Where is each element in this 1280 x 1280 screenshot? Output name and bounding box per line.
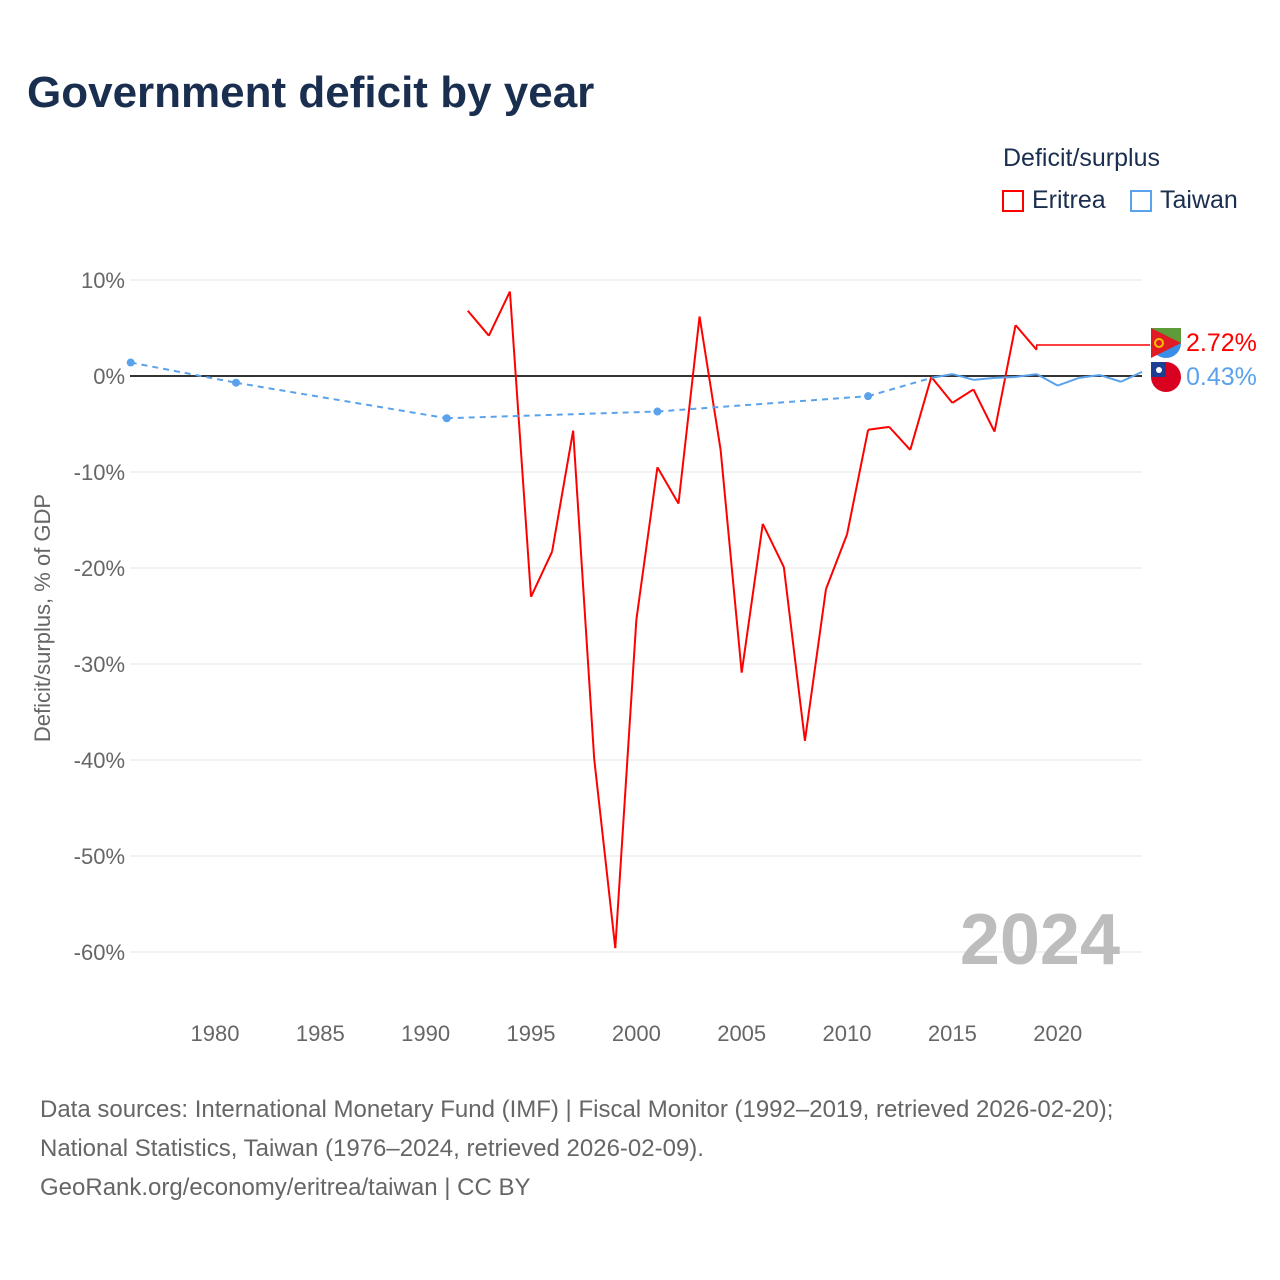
x-tick-label: 1985 — [296, 1021, 345, 1046]
line-segment — [867, 425, 890, 431]
x-tick-label: 2010 — [823, 1021, 872, 1046]
y-tick-label: -50% — [74, 844, 125, 869]
y-tick-label: -30% — [74, 652, 125, 677]
y-tick-label: -60% — [74, 940, 125, 965]
data-point[interactable] — [232, 378, 241, 387]
line-segment — [698, 316, 722, 451]
data-point[interactable] — [864, 392, 873, 401]
chart-title: Government deficit by year — [27, 68, 595, 117]
y-tick-label: 0% — [93, 364, 125, 389]
line-segment — [930, 376, 954, 404]
line-segment — [761, 523, 785, 568]
line-segment — [1099, 374, 1122, 383]
y-tick-label: -40% — [74, 748, 125, 773]
eritrea-flag-icon — [1151, 328, 1181, 358]
line-segment — [846, 429, 870, 535]
label-connector — [1035, 344, 1150, 350]
y-tick-label: -20% — [74, 556, 125, 581]
legend-title: Deficit/surplus — [1003, 144, 1160, 172]
series-eritrea — [467, 291, 1038, 949]
x-tick-label: 1990 — [401, 1021, 450, 1046]
legend-item-eritrea[interactable]: Eritrea — [1002, 186, 1106, 215]
y-tick-label: 10% — [81, 268, 125, 293]
legend-label: Taiwan — [1160, 186, 1238, 214]
line-segment — [657, 395, 869, 413]
line-segment — [530, 551, 553, 598]
line-segment — [130, 361, 237, 384]
line-segment — [952, 373, 974, 381]
x-tick-label: 1995 — [507, 1021, 556, 1046]
y-tick-label: -10% — [74, 460, 125, 485]
line-segment — [614, 619, 638, 949]
line-segment — [635, 467, 659, 620]
line-segment — [972, 388, 996, 433]
data-point[interactable] — [653, 407, 662, 416]
source-line: Data sources: International Monetary Fun… — [40, 1096, 1114, 1123]
x-tick-label: 2015 — [928, 1021, 977, 1046]
line-segment — [467, 310, 490, 337]
x-tick-label: 2005 — [717, 1021, 766, 1046]
line-segment — [487, 291, 511, 337]
data-point[interactable] — [442, 414, 451, 423]
x-tick-label: 2000 — [612, 1021, 661, 1046]
footer: Data sources: International Monetary Fun… — [40, 1090, 1113, 1207]
line-segment — [888, 426, 911, 451]
line-segment — [235, 381, 447, 420]
legend-item-taiwan[interactable]: Taiwan — [1130, 186, 1238, 215]
line-segment — [508, 291, 533, 597]
year-watermark: 2024 — [960, 900, 1120, 980]
x-tick-label: 1980 — [190, 1021, 239, 1046]
end-label-taiwan: 0.43% — [1186, 363, 1257, 391]
series-taiwan — [126, 358, 1143, 423]
line-segment — [677, 316, 701, 504]
line-segment — [951, 388, 974, 404]
line-segment — [1120, 370, 1143, 383]
line-segment — [719, 449, 743, 673]
legend-swatch-icon — [1130, 189, 1152, 212]
line-segment — [572, 430, 596, 760]
y-axis-label: Deficit/surplus, % of GDP — [30, 494, 55, 742]
line-segment — [1057, 376, 1080, 387]
line-segment — [973, 376, 995, 381]
legend-swatch-icon — [1002, 189, 1024, 212]
source-link[interactable]: GeoRank.org/economy/eritrea/taiwan | CC … — [40, 1174, 531, 1201]
line-segment — [909, 376, 933, 451]
line-segment — [1014, 324, 1038, 351]
legend-label: Eritrea — [1032, 186, 1106, 214]
line-segment — [593, 758, 617, 949]
line-segment — [1015, 373, 1037, 378]
line-segment — [1078, 374, 1100, 379]
line-segment — [825, 534, 848, 590]
line-segment — [867, 376, 932, 398]
line-segment — [446, 410, 658, 420]
line-segment — [1036, 373, 1059, 387]
line-segment — [803, 588, 827, 741]
end-label-eritrea: 2.72% — [1186, 329, 1257, 357]
data-point[interactable] — [126, 358, 135, 367]
source-line: National Statistics, Taiwan (1976–2024, … — [40, 1135, 704, 1162]
line-segment — [551, 430, 575, 552]
line-segment — [994, 375, 1016, 379]
line-segment — [656, 466, 680, 505]
x-tick-label: 2020 — [1033, 1021, 1082, 1046]
line-segment — [740, 523, 764, 673]
taiwan-flag-icon — [1151, 362, 1181, 392]
line-segment — [931, 373, 953, 379]
line-segment — [782, 566, 806, 741]
